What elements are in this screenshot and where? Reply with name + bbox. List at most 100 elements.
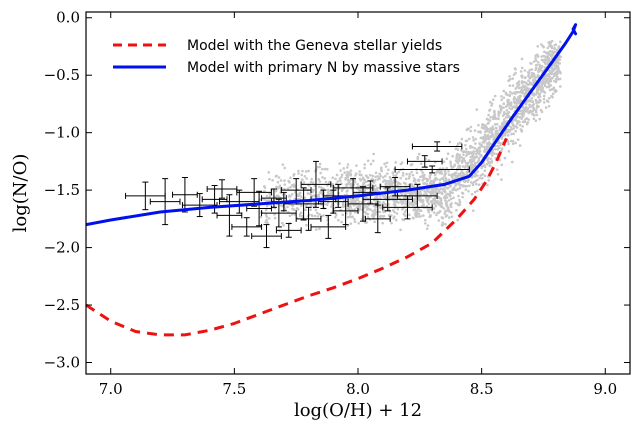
cloud-point <box>535 106 539 109</box>
cloud-point <box>419 209 423 213</box>
cloud-point <box>338 162 341 165</box>
cloud-point <box>443 190 447 194</box>
cloud-point <box>446 152 450 156</box>
cloud-point <box>497 112 500 115</box>
cloud-point <box>558 69 561 73</box>
cloud-point <box>524 81 528 84</box>
cloud-point <box>447 199 451 202</box>
cloud-point <box>547 104 551 108</box>
cloud-point <box>358 170 361 173</box>
cloud-point <box>437 196 440 200</box>
cloud-point <box>468 152 471 156</box>
cloud-point <box>437 219 441 222</box>
cloud-point <box>345 166 349 169</box>
cloud-point <box>264 208 268 212</box>
cloud-point <box>543 84 547 88</box>
cloud-point <box>384 179 387 183</box>
cloud-point <box>293 213 297 216</box>
cloud-point <box>471 209 475 212</box>
cloud-point <box>428 181 432 185</box>
cloud-point <box>345 173 348 177</box>
cloud-point <box>559 71 562 75</box>
cloud-point <box>410 183 414 186</box>
cloud-point <box>443 212 447 215</box>
cloud-point <box>520 81 524 85</box>
cloud-point <box>281 221 284 225</box>
cloud-point <box>409 195 413 199</box>
cloud-point <box>476 189 479 193</box>
cloud-point <box>456 152 459 156</box>
cloud-point <box>464 184 467 188</box>
cloud-point <box>489 157 493 161</box>
cloud-point <box>530 99 534 103</box>
cloud-point <box>359 179 363 182</box>
error-point <box>364 204 391 234</box>
cloud-point <box>514 125 518 128</box>
x-tick-label: 8.5 <box>470 380 494 398</box>
cloud-point <box>475 182 478 186</box>
cloud-point <box>349 212 352 216</box>
cloud-point <box>438 178 442 182</box>
cloud-point <box>440 202 444 205</box>
cloud-point <box>315 228 318 231</box>
cloud-point <box>517 83 521 86</box>
model-curves <box>86 23 578 337</box>
cloud-point <box>401 174 405 177</box>
cloud-point <box>373 220 377 224</box>
cloud-point <box>443 169 447 173</box>
cloud-point <box>325 215 329 218</box>
cloud-point <box>477 183 481 187</box>
cloud-point <box>521 110 524 114</box>
cloud-point <box>391 171 395 174</box>
cloud-point <box>494 147 497 151</box>
cloud-point <box>546 52 550 56</box>
cloud-point <box>556 64 560 68</box>
cloud-point <box>495 122 499 126</box>
cloud-point <box>343 171 347 174</box>
cloud-point <box>474 137 477 141</box>
cloud-point <box>554 43 558 46</box>
cloud-point <box>306 192 310 195</box>
cloud-point <box>444 194 447 198</box>
cloud-point <box>444 202 448 205</box>
primary-nitrogen-curve <box>86 23 578 227</box>
cloud-point <box>490 104 493 107</box>
cloud-point <box>484 125 488 128</box>
cloud-point <box>301 178 304 182</box>
cloud-point <box>265 218 268 222</box>
cloud-point <box>347 171 351 174</box>
cloud-point <box>382 202 386 206</box>
cloud-point <box>273 216 277 220</box>
cloud-point <box>397 187 400 190</box>
cloud-point <box>450 165 454 169</box>
cloud-point <box>335 173 339 177</box>
cloud-point <box>493 136 496 139</box>
cloud-point <box>546 55 550 58</box>
cloud-point <box>423 182 427 185</box>
cloud-point <box>500 163 504 167</box>
cloud-point <box>546 79 549 83</box>
cloud-point <box>452 164 456 168</box>
cloud-point <box>469 169 473 172</box>
cloud-point <box>399 162 403 166</box>
cloud-point <box>535 104 539 107</box>
cloud-point <box>404 177 408 181</box>
cloud-point <box>551 92 555 96</box>
cloud-point <box>314 208 318 212</box>
cloud-point <box>410 162 414 166</box>
cloud-point <box>412 185 416 188</box>
cloud-point <box>501 134 504 138</box>
cloud-point <box>318 162 322 166</box>
cloud-point <box>373 187 377 191</box>
cloud-point <box>497 117 500 121</box>
cloud-point <box>390 221 393 225</box>
error-point <box>411 141 463 152</box>
cloud-point <box>367 207 371 211</box>
cloud-point <box>478 176 482 180</box>
cloud-point <box>524 117 527 121</box>
cloud-point <box>373 209 376 212</box>
cloud-point <box>498 104 502 108</box>
cloud-point <box>477 130 480 134</box>
cloud-point <box>298 214 302 218</box>
cloud-point <box>283 166 287 170</box>
